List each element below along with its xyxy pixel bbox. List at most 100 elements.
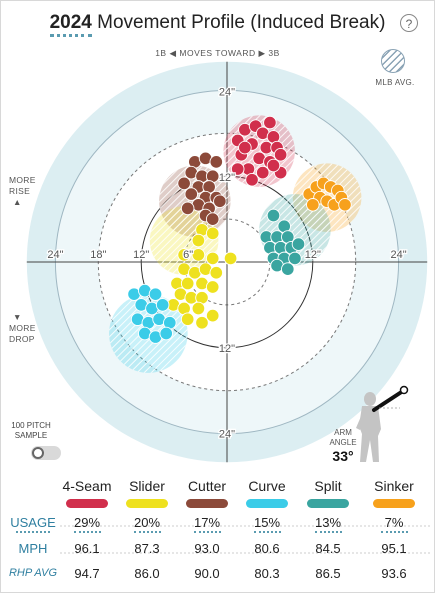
cell-mph-cutter: 93.0 xyxy=(194,541,220,556)
sample-line2: SAMPLE xyxy=(14,431,48,440)
row-label-rhp-avg: RHP AVG xyxy=(8,567,58,579)
axis-label-right-24: 24" xyxy=(391,249,407,261)
direction-right-label: 3B xyxy=(268,48,280,58)
title-text: Movement Profile (Induced Break) xyxy=(97,12,386,33)
pitch-point xyxy=(205,212,220,226)
more-drop-line2: DROP xyxy=(9,334,35,344)
title-year[interactable]: 2024 xyxy=(49,12,92,37)
pitch-color-pill xyxy=(186,499,228,508)
pitch-point xyxy=(209,265,224,280)
pitch-point xyxy=(180,201,195,216)
column-header-cutter: Cutter xyxy=(187,478,227,494)
cell-usage-sinker: 7% xyxy=(384,515,404,530)
column-header-curve: Curve xyxy=(248,478,286,494)
page-title: 2024 Movement Profile (Induced Break) xyxy=(0,12,435,37)
mlb-average-label: MLB AVG. xyxy=(375,78,415,87)
pitch-point xyxy=(191,301,206,316)
arm-angle-value: 33° xyxy=(332,448,354,464)
pitch-point xyxy=(191,233,206,248)
cell-mph-sinker: 95.1 xyxy=(381,541,407,556)
cell-usage-curve: 15% xyxy=(253,515,281,530)
pitch-point xyxy=(230,162,245,176)
pitch-point xyxy=(195,316,209,330)
arm-angle-line1: ARM xyxy=(334,428,352,437)
series-sinker xyxy=(302,176,352,212)
pitch-point xyxy=(205,308,220,323)
pitch-point xyxy=(205,251,220,266)
cell-mph-curve: 80.6 xyxy=(254,541,280,556)
pitch-point xyxy=(213,194,227,208)
mlb-average-swatch-icon xyxy=(381,49,405,73)
help-icon[interactable]: ? xyxy=(400,14,418,32)
column-header-slider: Slider xyxy=(129,478,165,494)
sample-line1: 100 PITCH xyxy=(11,421,51,430)
usage-underline xyxy=(315,531,342,533)
pitch-point xyxy=(263,115,277,130)
row-divider-usage xyxy=(60,525,430,527)
cell-rhp-avg-sinker: 93.6 xyxy=(381,566,407,581)
pitch-point xyxy=(205,280,220,294)
usage-underline xyxy=(194,531,221,533)
axis-label-top-12: 12" xyxy=(219,172,235,184)
cell-rhp-avg-curve: 80.3 xyxy=(254,566,280,581)
pitch-point xyxy=(266,208,281,223)
axis-label-left-12: 12" xyxy=(133,249,149,261)
toggle-knob[interactable] xyxy=(32,447,44,459)
column-header-split: Split xyxy=(314,478,342,494)
usage-underline xyxy=(254,531,281,533)
arm-angle-line2: ANGLE xyxy=(329,438,357,447)
series-cutter xyxy=(177,151,227,226)
pitch-point xyxy=(184,187,198,201)
row-divider-mph xyxy=(60,552,430,554)
cell-rhp-avg-cutter: 90.0 xyxy=(194,566,220,581)
sample-toggle[interactable] xyxy=(31,446,61,460)
pitch-point xyxy=(288,251,302,266)
arrow-right-icon: ▶ xyxy=(258,48,266,58)
arrow-left-icon: ◀ xyxy=(169,48,177,58)
row-label-mph: MPH xyxy=(18,541,48,556)
pitch-point xyxy=(159,326,173,341)
column-header-4-seam: 4-Seam xyxy=(62,478,112,494)
axis-label-right-12: 12" xyxy=(305,249,321,261)
cell-usage-4-seam: 29% xyxy=(73,515,101,530)
series-curve xyxy=(127,283,177,344)
pitch-point xyxy=(338,198,352,212)
pitch-color-pill xyxy=(246,499,288,508)
pitch-point xyxy=(205,226,220,241)
cell-rhp-avg-split: 86.5 xyxy=(315,566,341,581)
pitch-point xyxy=(306,198,320,212)
pitch-point xyxy=(256,165,270,180)
sample-label: 100 PITCH SAMPLE xyxy=(8,421,54,441)
usage-underline xyxy=(74,531,101,533)
axis-label-top-24: 24" xyxy=(219,86,235,98)
pitch-point xyxy=(177,248,191,262)
cell-rhp-avg-slider: 86.0 xyxy=(134,566,160,581)
pitch-point xyxy=(245,173,259,187)
arm-angle-label: ARM ANGLE xyxy=(318,428,368,448)
column-header-sinker: Sinker xyxy=(374,478,414,494)
arrow-up-icon: ▲ xyxy=(13,197,22,207)
pitch-point xyxy=(177,176,191,191)
pitch-point xyxy=(180,312,195,326)
cell-usage-slider: 20% xyxy=(133,515,161,530)
usage-underline xyxy=(134,531,161,533)
pitch-point xyxy=(266,158,281,173)
more-drop-line1: MORE xyxy=(9,323,36,333)
axis-label-left-6: 6" xyxy=(183,249,193,261)
axis-label-bottom-24: 24" xyxy=(219,429,235,441)
pitch-point xyxy=(148,287,163,301)
direction-middle-label: MOVES TOWARD xyxy=(179,48,256,58)
series-4-seam xyxy=(230,115,288,187)
pitcher-silhouette-icon xyxy=(356,385,409,462)
pitch-color-pill xyxy=(307,499,349,508)
more-rise-label: MORE RISE ▲ xyxy=(9,175,36,208)
pitch-point xyxy=(238,140,252,155)
axis-label-left-24: 24" xyxy=(47,249,63,261)
cell-mph-split: 84.5 xyxy=(315,541,341,556)
pitch-point xyxy=(273,147,288,162)
pitch-point xyxy=(191,248,206,262)
usage-underline xyxy=(381,531,408,533)
pitch-point xyxy=(291,237,306,251)
pitch-point xyxy=(281,262,295,276)
more-rise-line1: MORE xyxy=(9,175,36,185)
